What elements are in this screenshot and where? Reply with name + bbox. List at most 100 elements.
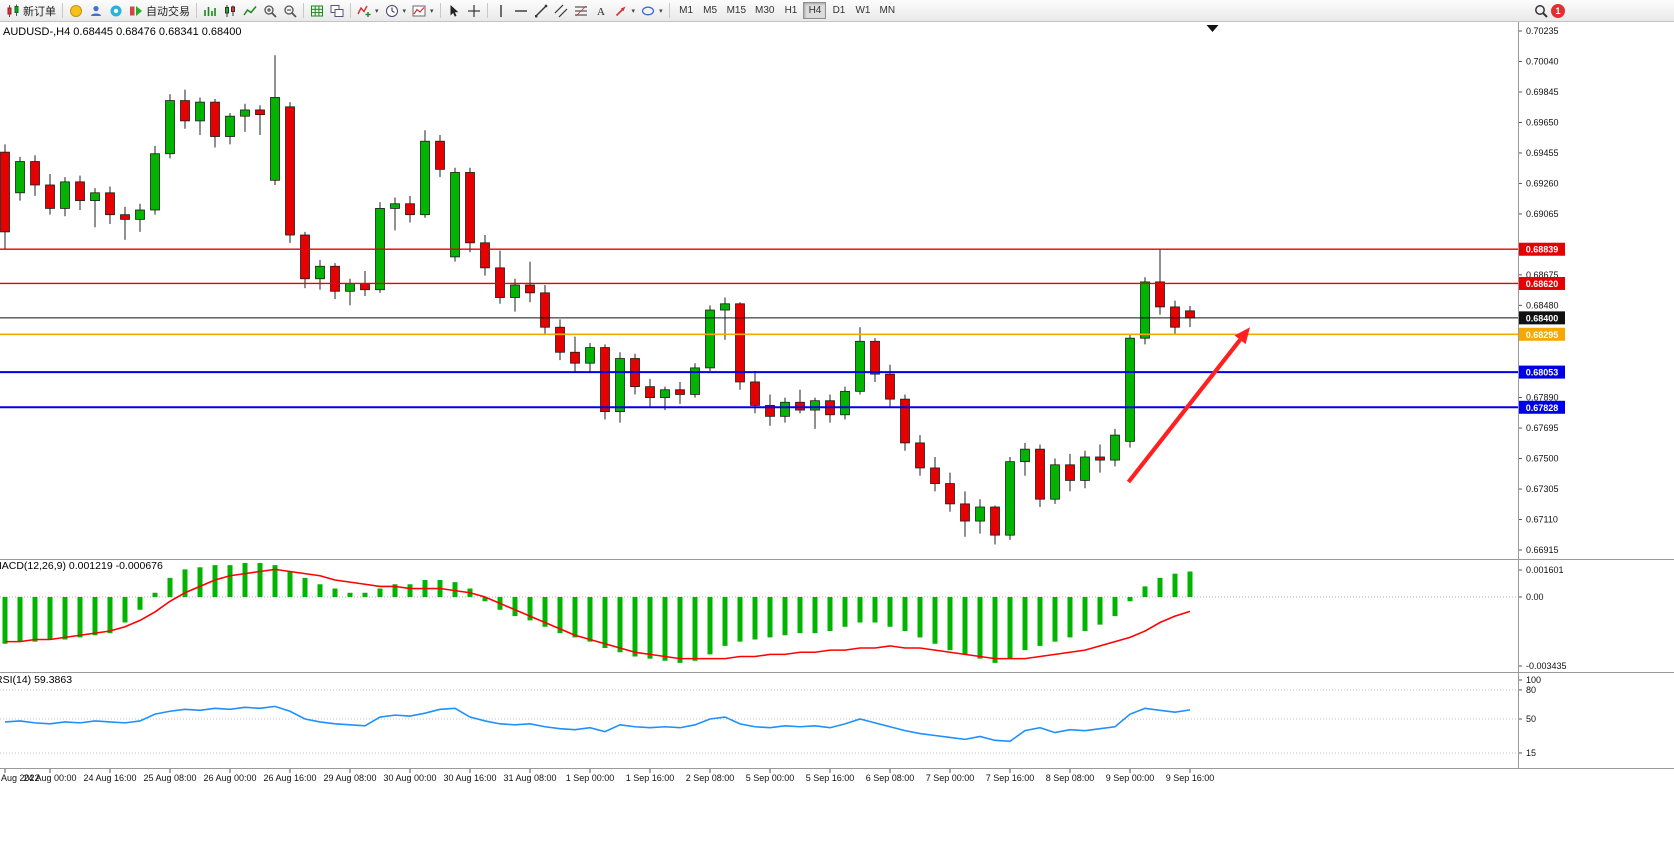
price-badge [1519,311,1565,325]
time-label: 5 Sep 16:00 [806,773,855,783]
profile-button[interactable] [86,1,106,20]
new-order-button[interactable]: 新订单 [3,1,59,20]
candle-body [840,390,850,416]
candle-body [300,234,310,280]
arrows-button[interactable]: ▾ [611,1,639,20]
vertical-line-icon [494,4,508,18]
macd-histogram-bar [167,577,173,598]
macd-histogram-bar [542,597,548,627]
candle-body [60,181,70,209]
timeframe-M30[interactable]: M30 [751,2,778,19]
macd-panel: 0.001601 0.00 -0.003435 [0,563,1567,671]
fibonacci-button[interactable] [571,1,591,20]
candle-body [180,100,190,122]
candle-body [15,161,25,194]
indicators-button[interactable]: ▾ [354,1,382,20]
trendline-icon [534,4,548,18]
macd-histogram-bar [947,597,953,651]
text-button[interactable]: A [591,1,611,20]
channel-button[interactable] [551,1,571,20]
candle-body [705,309,715,369]
macd-tick-label: -0.003435 [1526,661,1567,671]
toolbar-separator [196,3,197,18]
templates-button[interactable]: ▾ [409,1,437,20]
horizontal-line-icon [514,4,528,18]
candle-body [165,100,175,155]
candle-body [75,181,85,202]
cursor-button[interactable] [444,1,464,20]
time-label: 1 Sep 00:00 [566,773,615,783]
timeframe-H4[interactable]: H4 [803,2,827,19]
vertical-line-button[interactable] [491,1,511,20]
trend-arrow[interactable] [1126,327,1251,484]
community-button[interactable] [106,1,126,20]
candle-body [1065,464,1075,481]
macd-histogram-bar [1082,597,1088,632]
macd-histogram-bar [182,569,188,598]
periods-button[interactable]: ▾ [382,1,410,20]
candle-body [330,265,340,292]
candles [0,55,1195,545]
grid-icon [310,4,324,18]
candle-body [1170,306,1180,328]
rsi-tick-label: 50 [1526,714,1536,724]
time-label: 26 Aug 00:00 [203,773,256,783]
candle-body [570,351,580,364]
macd-histogram-bar [482,597,488,602]
search-button[interactable] [1531,1,1551,20]
notification-badge[interactable]: 1 [1551,3,1565,18]
time-label: 30 Aug 16:00 [443,773,496,783]
chart-shift-marker[interactable] [1206,25,1219,32]
candle-body [0,151,10,233]
timeframe-M5[interactable]: M5 [699,2,722,19]
cursor-icon [447,4,461,18]
macd-signal-line [5,568,1191,660]
price-tick-label: 0.69065 [1526,209,1559,219]
candle-body [105,192,115,216]
rsi-tick-label: 100 [1526,675,1541,685]
macd-histogram-bar [392,584,398,598]
candlestick-chart-button[interactable] [220,1,240,20]
grid-button[interactable] [307,1,327,20]
timeframe-H1[interactable]: H1 [779,2,802,19]
shapes-button[interactable]: ▾ [638,1,666,20]
macd-histogram-bar [902,597,908,632]
macd-histogram-bar [1052,597,1058,642]
price-badge [1519,276,1565,290]
chevron-down-icon: ▾ [375,7,379,15]
candle-body [240,109,250,117]
macd-histogram-bar [707,597,713,655]
timeframe-W1[interactable]: W1 [851,2,874,19]
price-tick-label: 0.70235 [1526,26,1559,36]
macd-histogram-bar [152,592,158,598]
timeframe-M15[interactable]: M15 [723,2,750,19]
macd-histogram-bar [602,597,608,649]
macd-histogram-bar [752,597,758,640]
mql5-button[interactable] [66,1,86,20]
zoom-out-button[interactable] [280,1,300,20]
price-badge [1519,365,1565,379]
macd-histogram-bar [92,597,98,636]
trendline-button[interactable] [531,1,551,20]
auto-trading-button[interactable]: 自动交易 [126,1,193,20]
price-axis[interactable]: 0.70235 0.70040 0.69845 0.69650 0.69455 0.692… [1518,26,1565,555]
price-badge-label: 0.68295 [1526,330,1559,340]
chevron-down-icon: ▾ [430,7,434,15]
bar-chart-button[interactable] [200,1,220,20]
candle-body [195,101,205,122]
horizontal-line-button[interactable] [511,1,531,20]
candle-body [690,367,700,395]
timeframe-M1[interactable]: M1 [675,2,698,19]
crosshair-button[interactable] [464,1,484,20]
windows-button[interactable] [327,1,347,20]
macd-histogram-bar [242,563,248,598]
templates-icon [412,4,426,18]
timeframe-MN[interactable]: MN [875,2,899,19]
line-chart-button[interactable] [240,1,260,20]
macd-histogram-bar [377,588,383,598]
timeframe-D1[interactable]: D1 [827,2,850,19]
periods-icon [385,4,399,18]
zoom-in-button[interactable] [260,1,280,20]
